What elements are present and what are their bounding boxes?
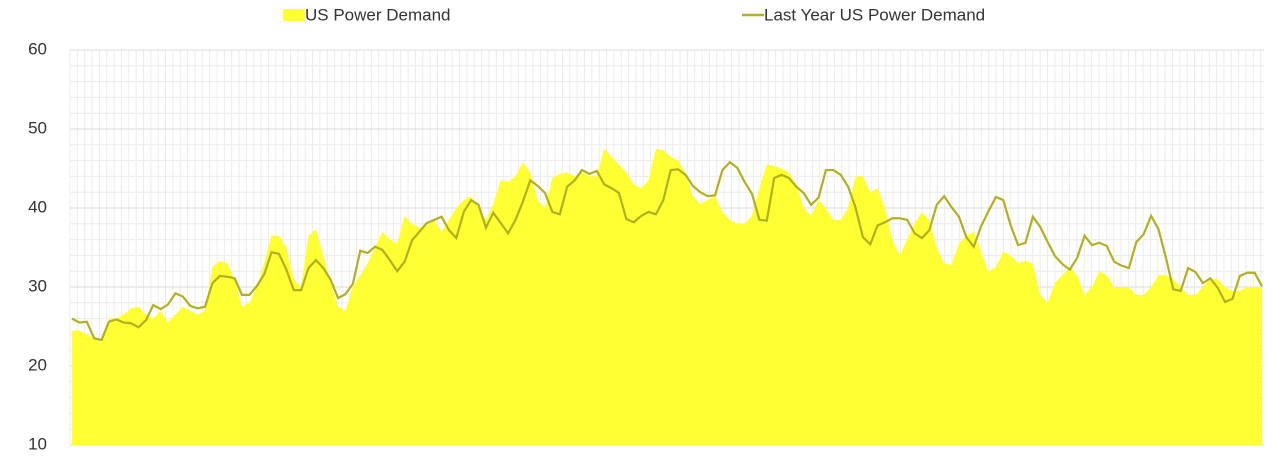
legend-label: Last Year US Power Demand (764, 5, 985, 24)
area (72, 148, 1262, 445)
line (71, 160, 1263, 342)
legend-swatch (283, 9, 305, 21)
y-tick-label: 40 (28, 197, 47, 216)
legend-label: US Power Demand (305, 5, 451, 24)
y-tick-label: 60 (28, 39, 47, 58)
y-tick-label: 30 (28, 276, 47, 295)
y-tick-label: 20 (28, 355, 47, 374)
y-tick-label: 50 (28, 118, 47, 137)
y-tick-label: 10 (28, 434, 47, 452)
